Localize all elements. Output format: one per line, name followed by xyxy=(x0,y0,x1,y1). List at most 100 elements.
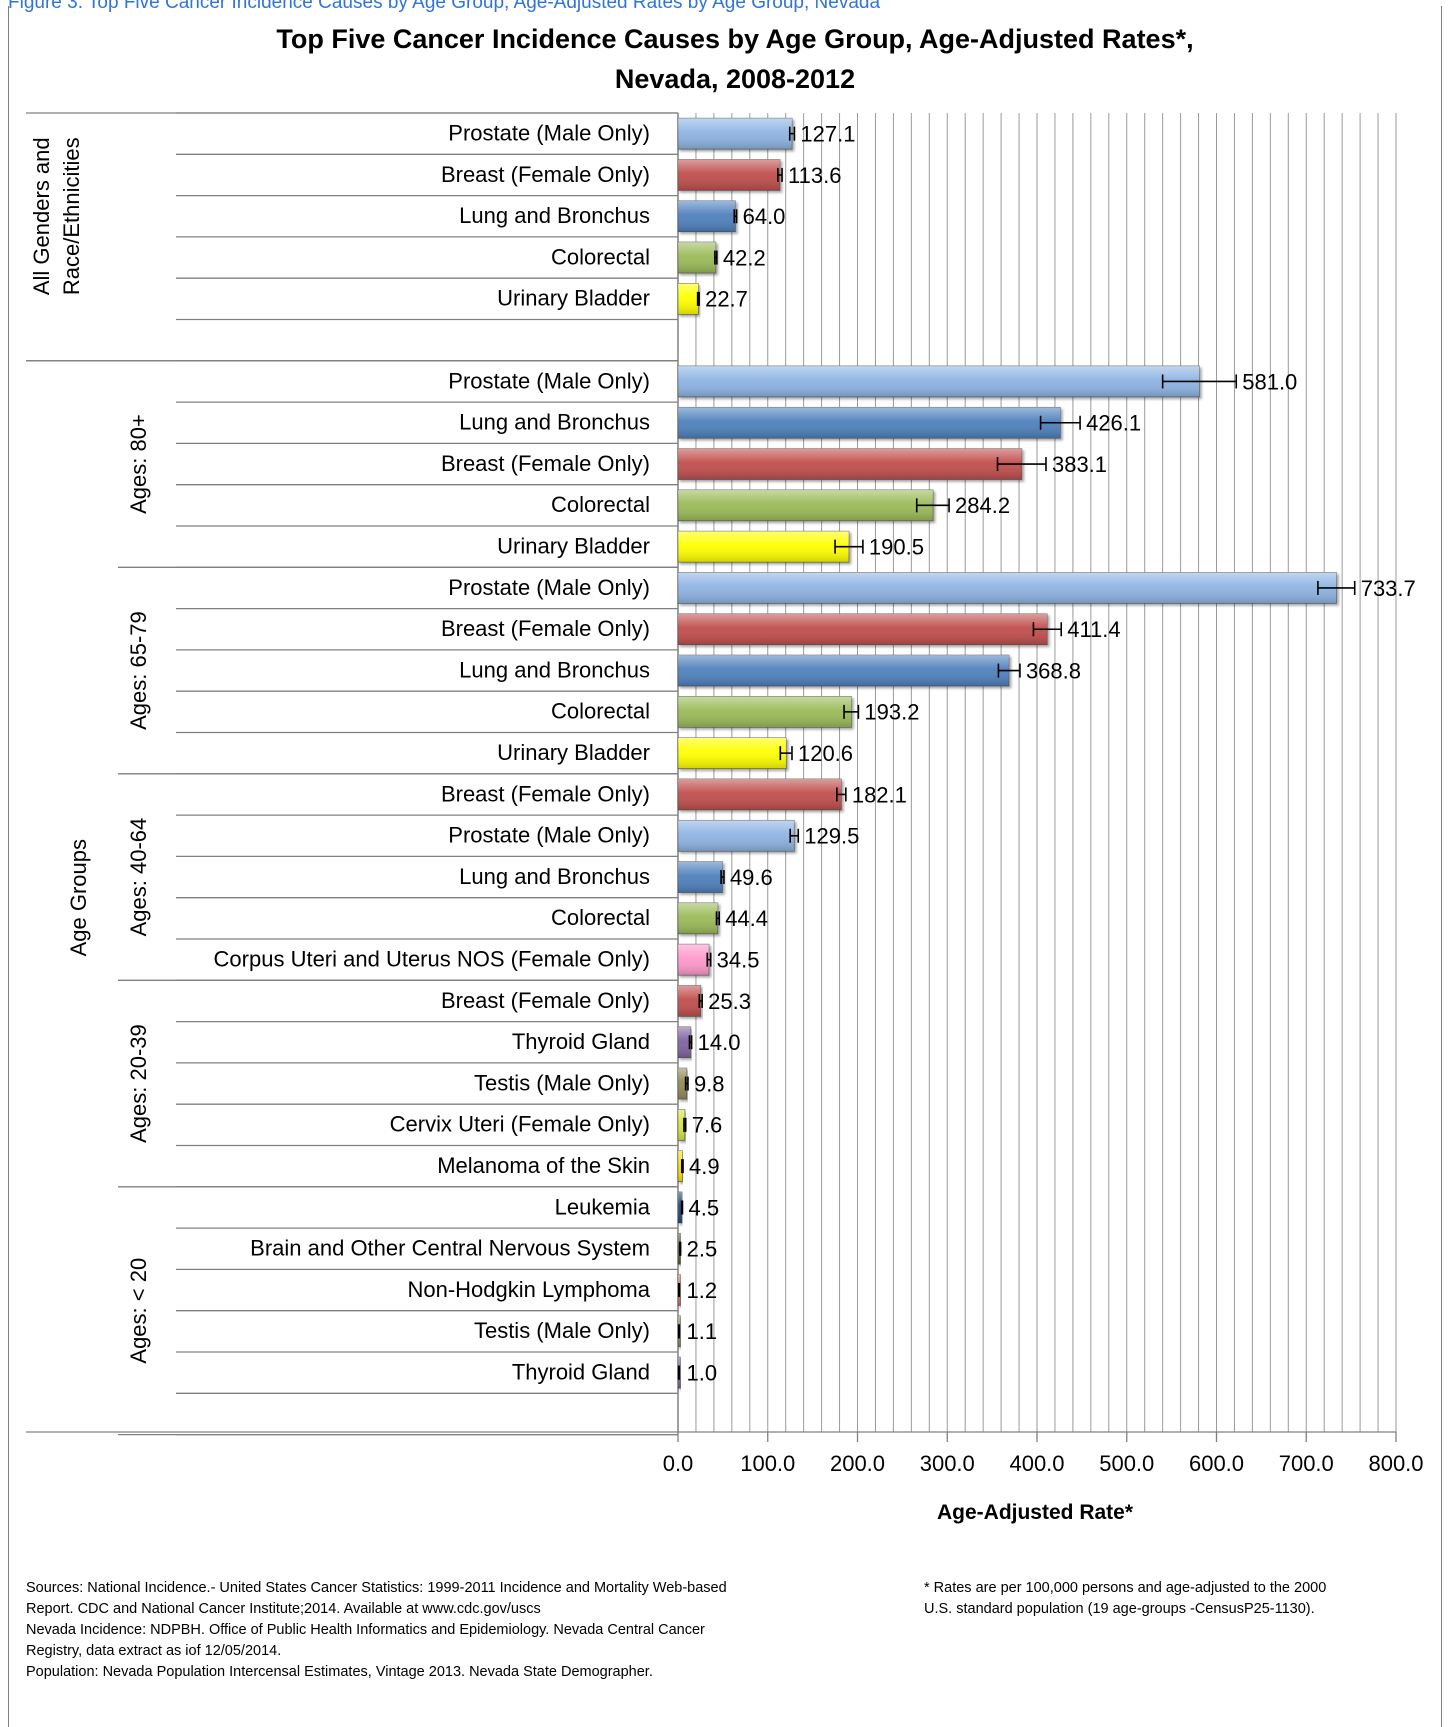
sources-line: Registry, data extract as iof 12/05/2014… xyxy=(26,1643,282,1659)
category-label: Melanoma of the Skin xyxy=(437,1153,650,1178)
group-label: Ages: < 20 xyxy=(126,1258,151,1364)
bars: Prostate (Male Only) 127.1 Breast (Female … xyxy=(214,117,1416,1389)
bar-sheen xyxy=(678,489,934,521)
data-label: 284.2 xyxy=(955,493,1010,518)
category-label: Colorectal xyxy=(551,905,650,930)
data-label: 129.5 xyxy=(804,824,859,849)
bar-sheen xyxy=(678,737,787,769)
data-label: 9.8 xyxy=(694,1071,725,1096)
x-tick-label: 100.0 xyxy=(740,1451,795,1476)
bar-sheen xyxy=(678,242,716,274)
x-tick-label: 200.0 xyxy=(830,1451,885,1476)
bar-sheen xyxy=(678,572,1337,604)
category-label: Colorectal xyxy=(551,244,650,269)
data-label: 49.6 xyxy=(730,865,773,890)
bar-sheen xyxy=(678,200,736,232)
bar-sheen xyxy=(678,118,793,150)
bar-sheen xyxy=(678,613,1048,645)
bar-sheen xyxy=(678,365,1200,397)
category-label: Prostate (Male Only) xyxy=(448,368,650,393)
category-label: Breast (Female Only) xyxy=(441,781,650,806)
bar-sheen xyxy=(678,861,723,893)
bar-sheen xyxy=(678,448,1022,480)
category-label: Testis (Male Only) xyxy=(474,1318,650,1343)
category-label: Breast (Female Only) xyxy=(441,988,650,1013)
sources-line: Report. CDC and National Cancer Institut… xyxy=(26,1601,541,1617)
group-label: All Genders and xyxy=(29,137,54,295)
data-label: 22.7 xyxy=(705,287,748,312)
x-tick-label: 400.0 xyxy=(1009,1451,1064,1476)
x-tick-label: 0.0 xyxy=(663,1451,694,1476)
chart-frame xyxy=(8,6,1442,1727)
bar-sheen xyxy=(678,655,1009,687)
data-label: 25.3 xyxy=(708,989,751,1014)
bar-sheen xyxy=(678,944,709,976)
category-label: Colorectal xyxy=(551,699,650,724)
category-label: Testis (Male Only) xyxy=(474,1070,650,1095)
data-label: 368.8 xyxy=(1026,658,1081,683)
chart-title: Top Five Cancer Incidence Causes by Age … xyxy=(276,24,1193,54)
group-label: Ages: 65-79 xyxy=(126,611,151,730)
data-label: 2.5 xyxy=(687,1237,718,1262)
category-label: Breast (Female Only) xyxy=(441,616,650,641)
data-label: 7.6 xyxy=(692,1113,723,1138)
sources-line: Sources: National Incidence.- United Sta… xyxy=(26,1580,727,1596)
category-label: Colorectal xyxy=(551,492,650,517)
figure-caption-fragment: Figure 3. Top Five Cancer Incidence Caus… xyxy=(8,0,881,13)
category-label: Brain and Other Central Nervous System xyxy=(250,1236,650,1261)
data-label: 182.1 xyxy=(852,782,907,807)
sources-line: Nevada Incidence: NDPBH. Office of Publi… xyxy=(26,1622,705,1638)
category-label: Breast (Female Only) xyxy=(441,451,650,476)
data-label: 733.7 xyxy=(1361,576,1416,601)
rate-footnote: * Rates are per 100,000 persons and age-… xyxy=(924,1578,1424,1620)
bar-sheen xyxy=(678,820,795,852)
x-tick-label: 800.0 xyxy=(1368,1451,1423,1476)
gridlines xyxy=(677,113,1397,1432)
x-tick-label: 300.0 xyxy=(920,1451,975,1476)
data-label: 1.1 xyxy=(687,1319,718,1344)
data-label: 1.2 xyxy=(687,1278,718,1303)
data-label: 426.1 xyxy=(1086,411,1141,436)
category-label: Prostate (Male Only) xyxy=(448,575,650,600)
group-label: Race/Ethnicities xyxy=(59,137,84,295)
y-axis-label: Age Groups xyxy=(66,839,91,956)
group-label: Ages: 80+ xyxy=(126,414,151,514)
category-label: Prostate (Male Only) xyxy=(448,823,650,848)
data-label: 411.4 xyxy=(1067,617,1120,642)
data-label: 581.0 xyxy=(1242,369,1297,394)
x-tick-label: 500.0 xyxy=(1099,1451,1154,1476)
bar-sheen xyxy=(678,985,701,1017)
category-label: Thyroid Gland xyxy=(512,1359,650,1384)
data-label: 4.9 xyxy=(689,1154,720,1179)
category-label: Lung and Bronchus xyxy=(459,864,650,889)
category-label: Leukemia xyxy=(555,1194,651,1219)
category-label: Non-Hodgkin Lymphoma xyxy=(407,1277,650,1302)
category-label: Corpus Uteri and Uterus NOS (Female Only… xyxy=(214,946,650,971)
data-label: 4.5 xyxy=(688,1195,719,1220)
data-label: 113.6 xyxy=(788,163,841,188)
data-label: 34.5 xyxy=(717,947,760,972)
group-label: Ages: 40-64 xyxy=(126,818,151,937)
footnote-line: * Rates are per 100,000 persons and age-… xyxy=(924,1580,1327,1596)
category-label: Prostate (Male Only) xyxy=(448,120,650,145)
data-label: 42.2 xyxy=(723,245,766,270)
x-tick-label: 700.0 xyxy=(1279,1451,1334,1476)
data-label: 127.1 xyxy=(800,121,855,146)
category-label: Urinary Bladder xyxy=(497,286,650,311)
x-tick-label: 600.0 xyxy=(1189,1451,1244,1476)
bar-sheen xyxy=(678,159,780,191)
category-label: Urinary Bladder xyxy=(497,533,650,558)
bar-sheen xyxy=(678,407,1061,439)
value-axis: 0.0 100.0 200.0 300.0 400.0 500.0 600.0 700.0 80… xyxy=(663,1432,1424,1476)
category-label: Lung and Bronchus xyxy=(459,410,650,435)
bar-sheen xyxy=(678,1068,687,1100)
category-axis: All Genders and Race/Ethnicities Ages: 80+… xyxy=(26,112,1396,1436)
data-label: 383.1 xyxy=(1052,452,1107,477)
category-label: Lung and Bronchus xyxy=(459,203,650,228)
data-label: 14.0 xyxy=(698,1030,741,1055)
data-label: 44.4 xyxy=(725,906,768,931)
data-label: 1.0 xyxy=(687,1360,718,1385)
bar-sheen xyxy=(678,902,718,934)
bar-sheen xyxy=(678,696,852,728)
